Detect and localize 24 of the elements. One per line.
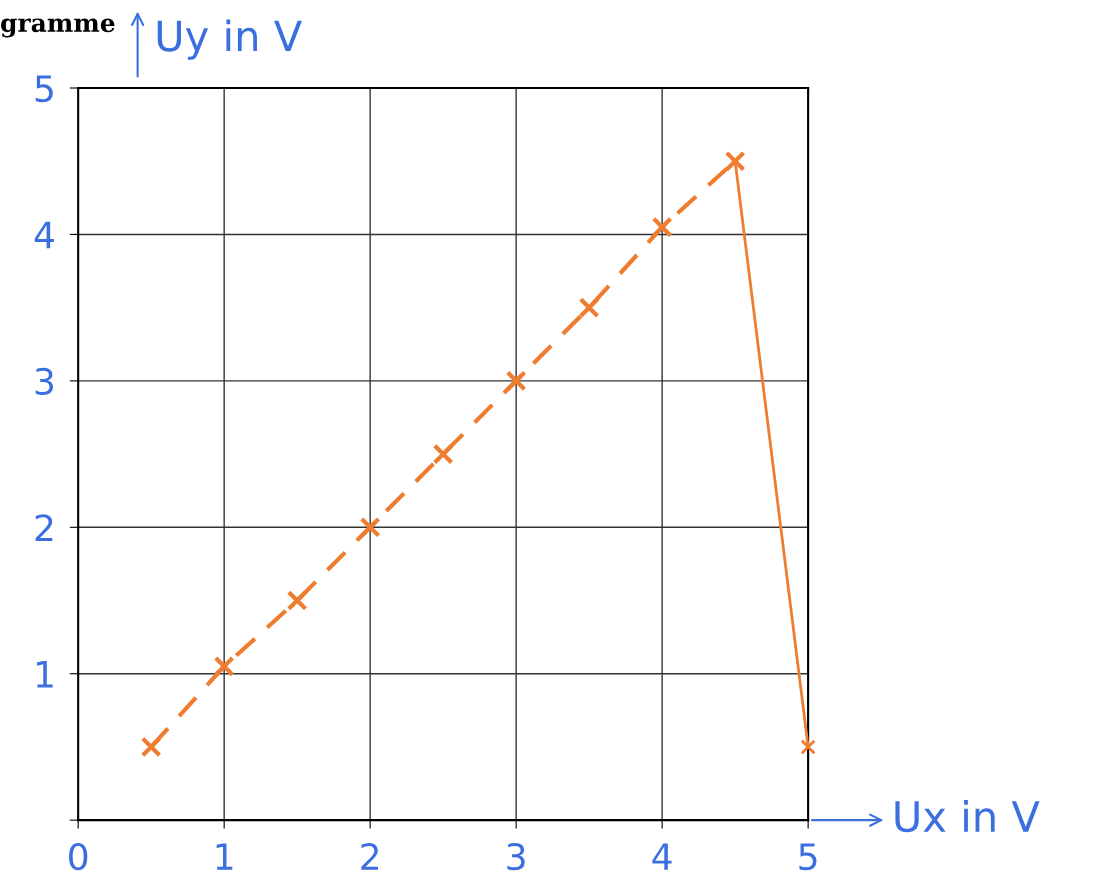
point [140,736,162,758]
point [578,297,600,319]
point [724,150,746,172]
point [359,516,381,538]
point [432,443,454,465]
x-tick-label: 2 [361,843,379,870]
x-tick-label: 0 [69,843,88,871]
point [651,216,673,238]
y-axis-title: Uy in V [157,19,302,60]
point [286,590,308,611]
y-tick-label: 3 [35,367,54,396]
x-tick-label: 5 [799,843,817,871]
y-tick-label: 5 [35,75,53,103]
point [800,739,816,755]
x-tick-label: 3 [507,843,525,871]
y-tick-label: 2 [35,514,53,542]
chart-title: gramme [1,18,115,38]
x-axis-title: Ux in V [895,800,1040,833]
point [505,370,527,392]
point [213,655,235,677]
y-tick-label: 4 [34,221,54,249]
y-tick-label: 1 [36,661,53,688]
x-tick-label: 4 [652,843,672,870]
x-tick-label: 1 [216,843,233,870]
